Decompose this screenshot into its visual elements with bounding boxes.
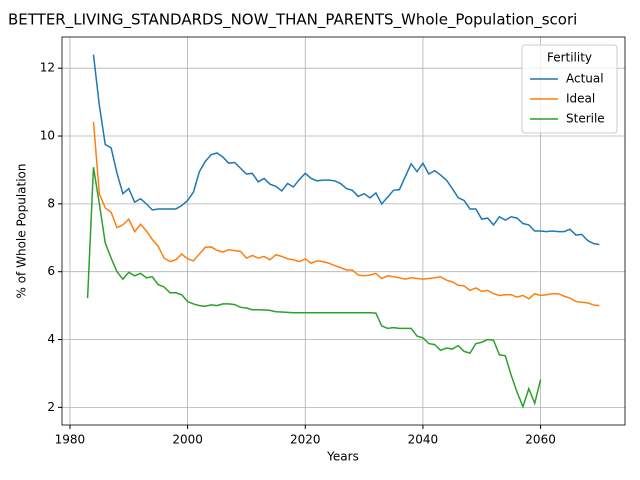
y-tick-label: 10 (40, 129, 55, 143)
legend-label: Ideal (566, 92, 595, 106)
x-tick-label: 2040 (408, 433, 439, 447)
chart-title: BETTER_LIVING_STANDARDS_NOW_THAN_PARENTS… (8, 11, 577, 30)
y-axis-label: % of Whole Population (15, 164, 29, 299)
x-tick-label: 2000 (172, 433, 203, 447)
x-axis-label: Years (326, 450, 359, 464)
y-tick-label: 8 (47, 196, 55, 210)
y-tick-label: 2 (47, 400, 55, 414)
x-tick-label: 1980 (55, 433, 86, 447)
y-tick-label: 6 (47, 264, 55, 278)
y-tick-label: 4 (47, 332, 55, 346)
series-line (92, 54, 600, 246)
series-line (92, 121, 600, 307)
legend-label: Actual (566, 72, 604, 86)
x-tick-label: 2020 (290, 433, 321, 447)
series-line (86, 167, 542, 409)
x-tick-label: 2060 (525, 433, 556, 447)
y-tick-label: 12 (40, 61, 55, 75)
plot-frame (61, 36, 626, 426)
legend-box (521, 44, 618, 134)
legend-label: Sterile (566, 112, 605, 126)
legend-title: Fertility (547, 51, 592, 65)
